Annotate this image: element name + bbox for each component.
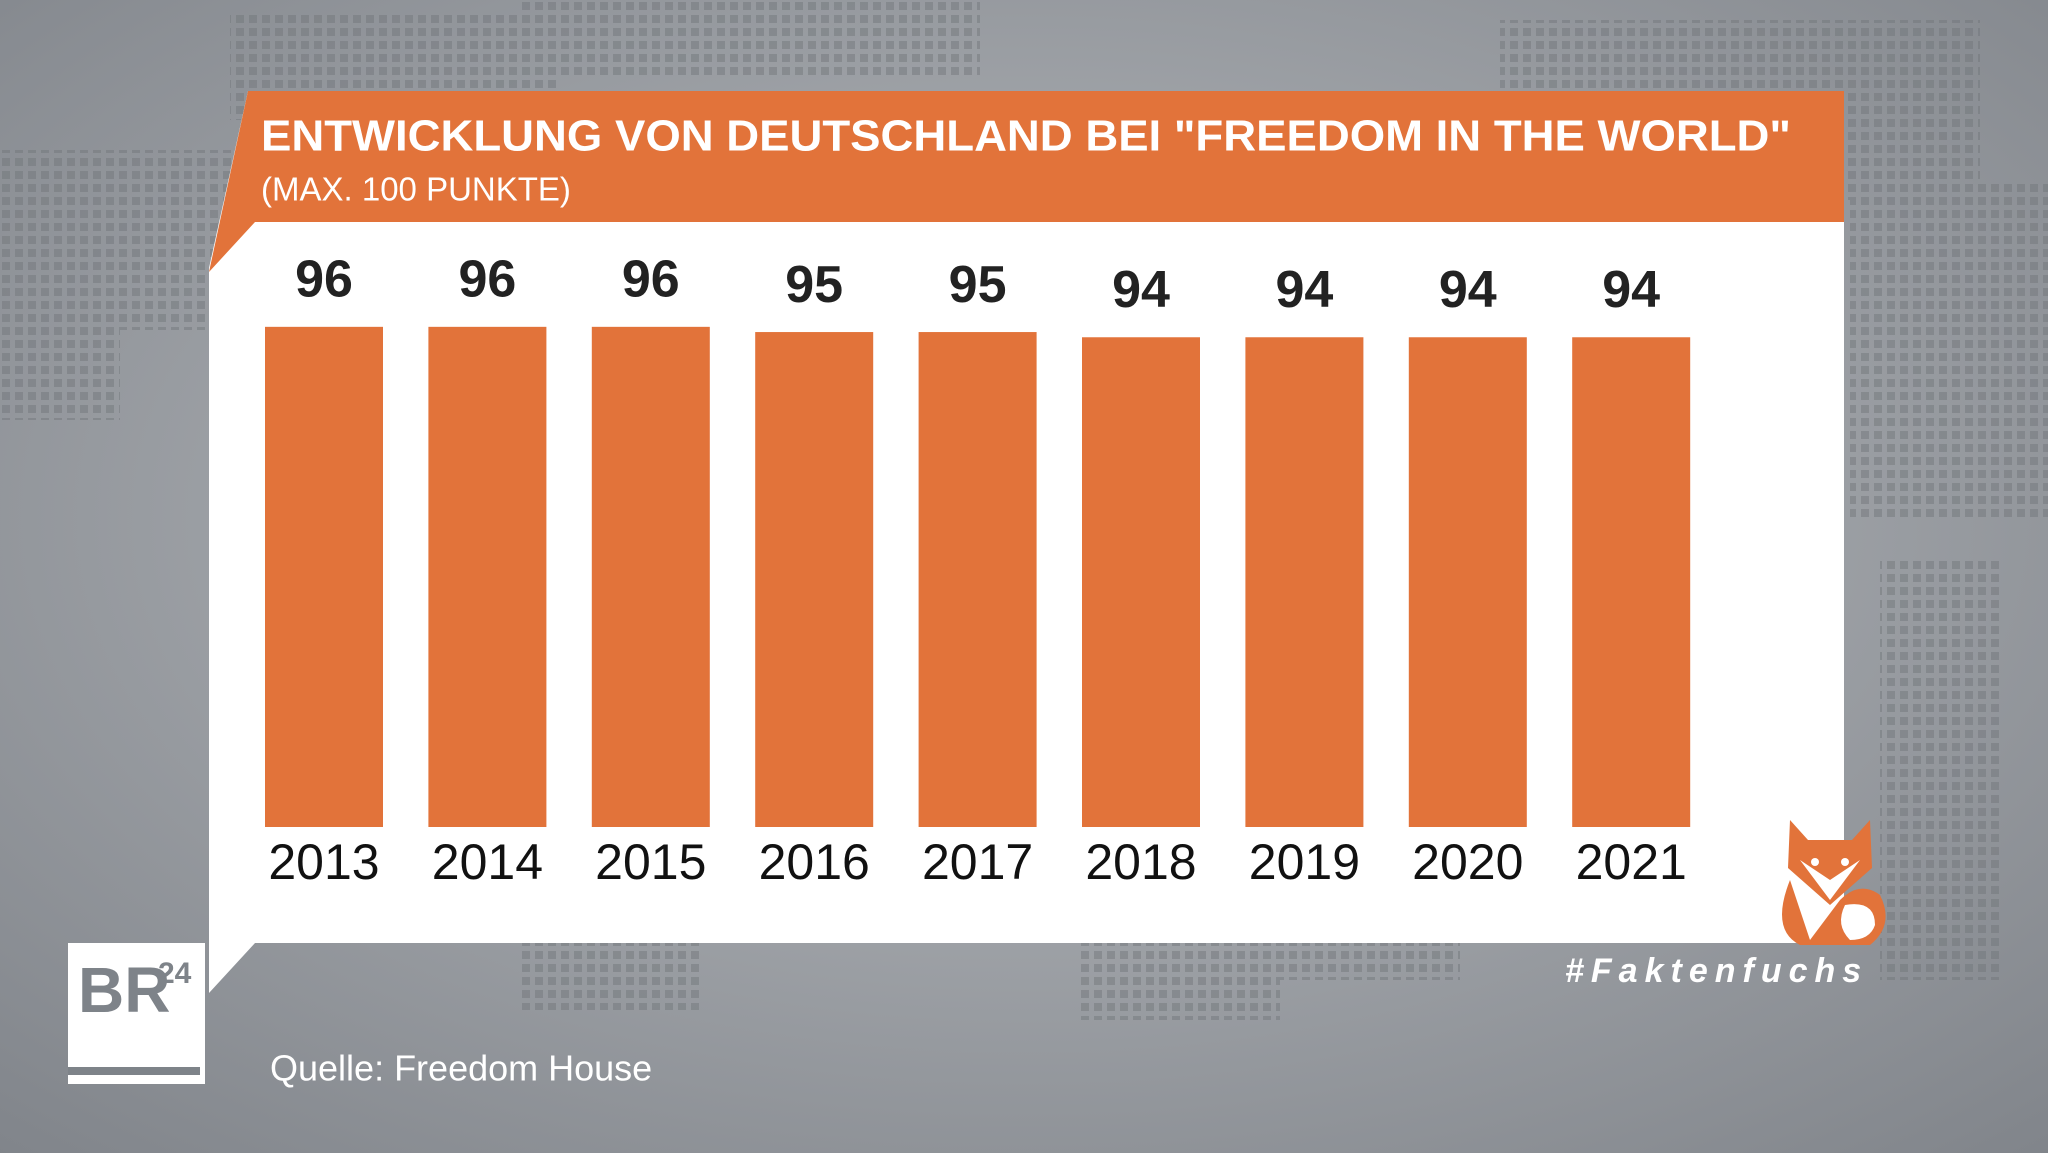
x-tick-label: 2016	[759, 834, 870, 890]
value-label: 94	[1602, 261, 1660, 319]
value-label: 96	[295, 251, 353, 309]
value-label: 94	[1112, 261, 1170, 319]
chart-title: ENTWICKLUNG VON DEUTSCHLAND BEI "FREEDOM…	[261, 112, 1791, 161]
bar	[265, 326, 383, 827]
bar	[1408, 337, 1527, 827]
bar	[1082, 337, 1200, 827]
bars: 96 2013 96 2014 96 2015 95 2016 95 2017 94 2018 94 20…	[265, 251, 1691, 890]
header-band	[209, 91, 1844, 272]
logo-box	[68, 943, 205, 1084]
x-tick-label: 2018	[1085, 834, 1196, 890]
value-label: 94	[1275, 261, 1333, 319]
bar	[755, 332, 874, 827]
logo-superscript: 24	[158, 957, 192, 990]
x-tick-label: 2015	[595, 834, 706, 890]
chart-subtitle: (MAX. 100 PUNKTE)	[261, 171, 571, 208]
fox-icon	[1782, 820, 1886, 945]
value-label: 95	[949, 256, 1007, 314]
bar	[918, 332, 1037, 827]
logo-text: BR	[78, 954, 170, 1026]
x-tick-label: 2017	[922, 834, 1033, 890]
br24-logo: BR 24	[68, 943, 205, 1084]
bar	[1245, 337, 1364, 827]
bar	[1572, 337, 1691, 827]
hashtag: #Faktenfuchs	[1565, 952, 1868, 990]
x-tick-label: 2021	[1576, 834, 1687, 890]
value-label: 94	[1439, 261, 1497, 319]
bar	[428, 326, 547, 827]
value-label: 95	[785, 256, 843, 314]
logo-bar	[68, 1067, 200, 1075]
value-label: 96	[458, 251, 516, 309]
x-tick-label: 2014	[432, 834, 543, 890]
x-tick-label: 2020	[1412, 834, 1523, 890]
value-label: 96	[622, 251, 680, 309]
bar	[591, 326, 710, 827]
x-tick-label: 2013	[268, 834, 379, 890]
x-tick-label: 2019	[1249, 834, 1360, 890]
source: Quelle: Freedom House	[270, 1048, 652, 1089]
